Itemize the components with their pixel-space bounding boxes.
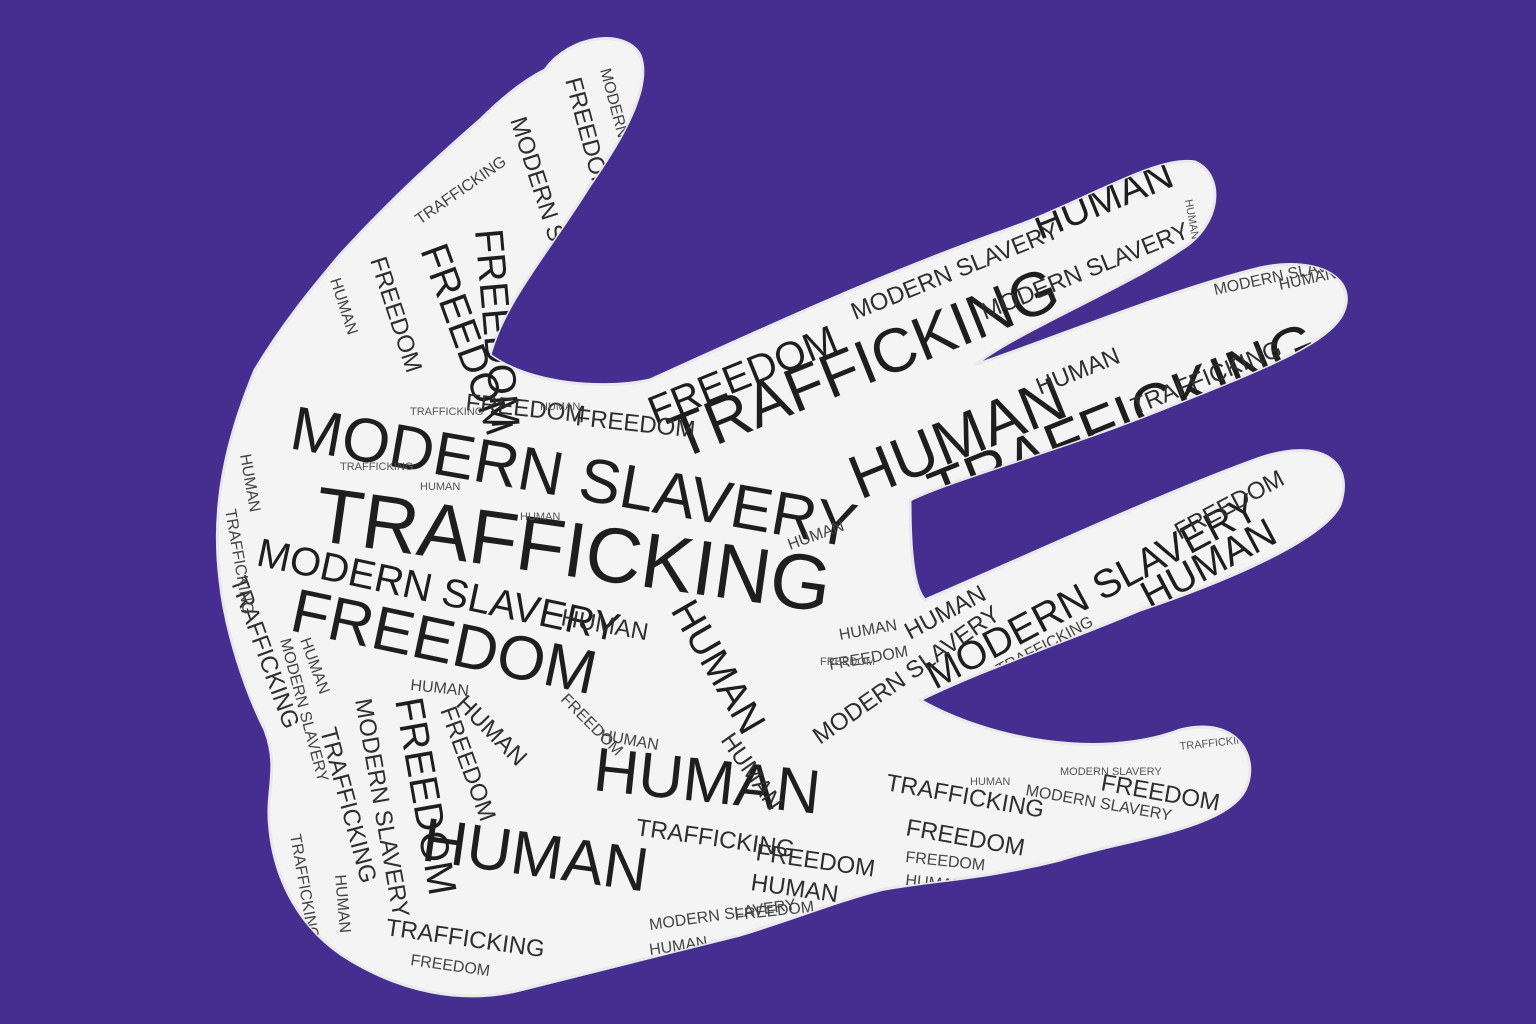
word-human-tiny-1: HUMAN <box>520 511 560 523</box>
word-trafficking-tiny-1: TRAFFICKING <box>340 461 413 473</box>
word-trafficking-tiny-2: TRAFFICKING <box>410 406 483 418</box>
word-human-tiny-3: HUMAN <box>540 401 580 413</box>
word-modern-slavery-tiny-1: MODERN SLAVERY <box>1060 766 1162 778</box>
word-human-tiny-4: HUMAN <box>970 776 1010 788</box>
word-human-palm-7: HUMAN <box>410 677 470 700</box>
word-freedom-tiny-1: FREEDOM <box>820 656 875 668</box>
word-human-palm-13: HUMAN <box>331 874 353 934</box>
word-human-tiny-2: HUMAN <box>420 481 460 493</box>
hand-silhouette <box>215 37 1348 998</box>
